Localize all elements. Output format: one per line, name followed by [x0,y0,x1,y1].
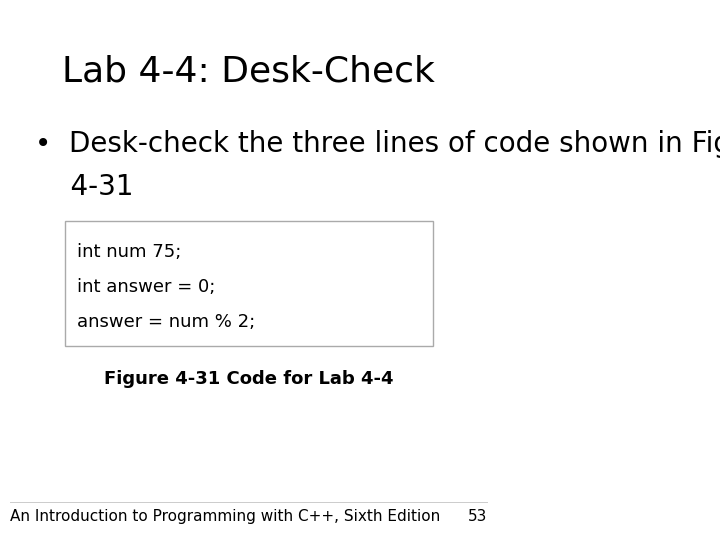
Text: Lab 4-4: Desk-Check: Lab 4-4: Desk-Check [63,54,435,88]
Text: int answer = 0;: int answer = 0; [77,278,215,296]
FancyBboxPatch shape [65,221,433,346]
Text: int num 75;: int num 75; [77,243,181,261]
Text: •  Desk-check the three lines of code shown in Figure: • Desk-check the three lines of code sho… [35,130,720,158]
Text: Figure 4-31 Code for Lab 4-4: Figure 4-31 Code for Lab 4-4 [104,370,393,388]
Text: 53: 53 [468,509,487,524]
Text: answer = num % 2;: answer = num % 2; [77,313,256,331]
Text: An Introduction to Programming with C++, Sixth Edition: An Introduction to Programming with C++,… [10,509,440,524]
Text: 4-31: 4-31 [35,173,133,201]
